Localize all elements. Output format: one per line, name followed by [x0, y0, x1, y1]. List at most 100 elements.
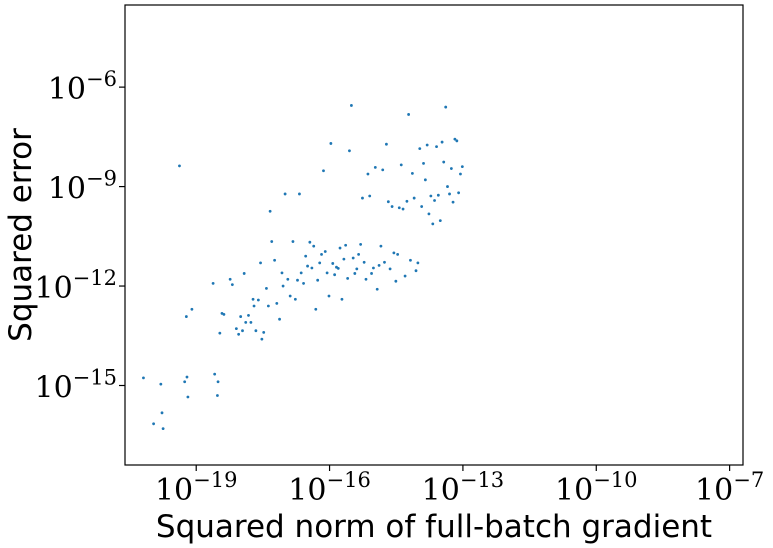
data-point: [298, 192, 301, 196]
y-tick-exponent: −12: [73, 266, 117, 290]
data-point: [273, 258, 276, 262]
data-point: [414, 269, 418, 273]
data-point: [183, 380, 187, 384]
data-point: [416, 261, 420, 265]
data-point: [448, 192, 451, 196]
data-point: [286, 277, 290, 281]
data-point: [249, 321, 253, 324]
data-point: [431, 222, 435, 226]
data-point: [190, 307, 194, 311]
x-axis-title: Squared norm of full-batch gradient: [156, 509, 712, 545]
data-point: [429, 194, 433, 198]
x-tick-label: 10−10: [555, 468, 638, 508]
data-point: [379, 244, 383, 248]
data-point: [388, 267, 392, 271]
data-point: [302, 282, 305, 285]
data-point: [186, 395, 190, 399]
y-tick-base: 10: [34, 271, 72, 306]
data-point: [405, 199, 409, 203]
data-point: [457, 191, 461, 195]
x-tick-base: 10: [155, 473, 193, 508]
data-point: [377, 263, 381, 267]
x-tick-exponent: −10: [593, 468, 637, 492]
data-point: [401, 207, 405, 211]
data-point: [357, 253, 360, 256]
data-point: [338, 246, 342, 250]
data-point: [396, 253, 400, 256]
data-point: [420, 205, 424, 208]
data-point: [438, 219, 442, 223]
data-point: [329, 142, 333, 145]
data-point: [161, 427, 165, 431]
data-point: [433, 199, 436, 202]
data-point: [222, 312, 226, 316]
data-point: [399, 163, 403, 167]
x-tick-exponent: −7: [733, 468, 764, 492]
data-point: [211, 282, 215, 285]
x-tick-base: 10: [695, 473, 733, 508]
y-tick-base: 10: [48, 72, 86, 107]
data-point: [280, 271, 284, 275]
x-tick-base: 10: [555, 473, 593, 508]
data-point: [256, 298, 260, 302]
data-point: [407, 113, 410, 116]
data-point: [403, 274, 407, 278]
data-point: [288, 294, 292, 298]
data-point: [293, 297, 297, 301]
data-point: [160, 411, 164, 415]
data-point: [247, 314, 250, 317]
x-tick-exponent: −16: [326, 468, 370, 492]
y-tick-label: 10−6: [48, 67, 117, 107]
data-point: [459, 172, 462, 176]
data-point: [252, 304, 256, 308]
y-tick-label: 10−12: [34, 266, 117, 306]
data-point: [418, 147, 422, 150]
data-point: [381, 168, 385, 172]
x-tick-label: 10−16: [288, 468, 371, 508]
data-point: [336, 267, 340, 270]
data-point: [242, 272, 246, 275]
data-point: [372, 266, 375, 270]
data-point: [392, 251, 396, 255]
data-point: [385, 142, 388, 146]
data-point: [397, 206, 401, 210]
x-tick-label: 10−13: [422, 468, 505, 508]
x-tick-base: 10: [422, 473, 460, 508]
data-point: [239, 315, 243, 318]
data-point: [312, 244, 316, 248]
data-point: [291, 240, 295, 243]
data-point: [216, 394, 219, 397]
data-point: [316, 278, 320, 282]
data-point: [185, 375, 189, 379]
data-point: [323, 250, 327, 253]
data-point: [260, 337, 264, 341]
data-point: [244, 321, 248, 324]
data-point: [370, 272, 373, 275]
y-axis-title: Squared error: [3, 128, 39, 342]
data-point: [436, 193, 440, 197]
data-point: [159, 382, 163, 386]
data-point: [275, 301, 279, 305]
data-point: [409, 258, 412, 262]
data-point: [142, 376, 145, 380]
data-point: [446, 185, 449, 188]
data-point: [241, 329, 244, 333]
data-points: [142, 104, 464, 431]
data-point: [444, 105, 448, 109]
data-point: [342, 257, 346, 261]
data-point: [310, 266, 314, 270]
y-tick-exponent: −6: [86, 67, 117, 91]
data-point: [184, 315, 188, 318]
data-point: [344, 243, 348, 247]
data-point: [460, 165, 464, 169]
x-tick-label: 10−19: [155, 468, 238, 508]
data-point: [281, 284, 285, 288]
data-point: [455, 139, 459, 143]
data-point: [442, 160, 446, 164]
data-point: [422, 162, 425, 165]
data-point: [304, 254, 308, 258]
data-point: [283, 192, 287, 196]
